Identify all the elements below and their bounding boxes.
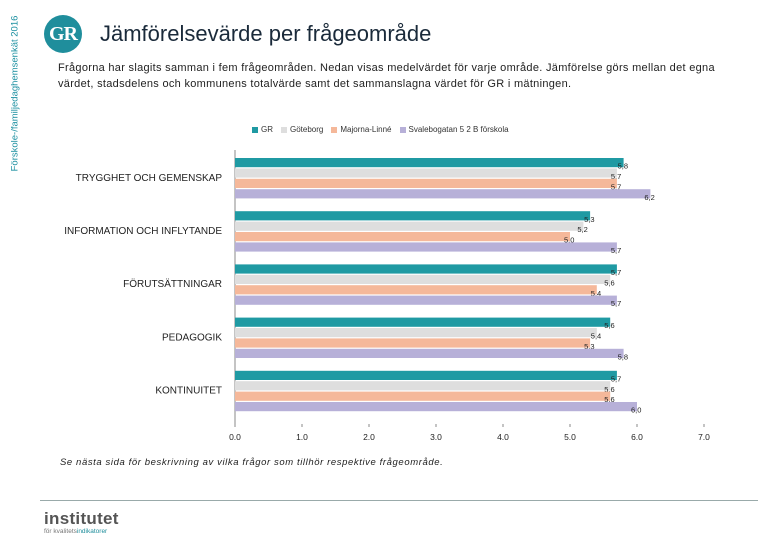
legend-label-gr: GR (261, 125, 273, 134)
bar-gr (235, 264, 617, 274)
data-label-majorna: 5,0 (564, 236, 574, 245)
bar-gr (235, 158, 624, 168)
bar-gr (235, 211, 591, 221)
data-label-gr: 5,8 (618, 162, 628, 171)
chart-legend: GR Göteborg Majorna-Linné Svalebogatan 5… (252, 125, 517, 134)
intro-text: Frågorna har slagits samman i fem frågeo… (58, 62, 715, 90)
category-label: PEDAGOGIK (162, 332, 222, 343)
x-tick-label: 6,0 (631, 432, 643, 440)
bar-goteborg (235, 221, 584, 231)
page-title: Jämförelsevärde per frågeområde (100, 21, 432, 46)
bar-svalebo (235, 295, 617, 305)
logo-text: GR (49, 23, 78, 45)
brand-subtitle: för kvalitetsindikatorer (44, 528, 107, 535)
bar-goteborg (235, 381, 611, 391)
legend-swatch-majorna (331, 126, 338, 133)
data-label-svalebo: 6,2 (644, 193, 654, 202)
legend-item-majorna: Majorna-Linné (331, 125, 392, 134)
brand-logo: institutet (44, 509, 119, 528)
bar-majorna (235, 338, 591, 348)
category-label: KONTINUITET (155, 386, 222, 397)
x-tick-label: 3,0 (430, 432, 442, 440)
bar-majorna (235, 391, 611, 401)
data-label-goteborg: 5,6 (604, 278, 614, 287)
legend-item-goteborg: Göteborg (281, 125, 323, 134)
x-tick-label: 5,0 (564, 432, 576, 440)
legend-label-svalebo: Svalebogatan 5 2 B förskola (408, 125, 509, 134)
bar-svalebo (235, 348, 624, 358)
footer-divider (40, 500, 758, 501)
data-label-goteborg: 5,2 (577, 225, 587, 234)
data-label-gr: 5,3 (584, 215, 594, 224)
bar-gr (235, 317, 611, 327)
bar-majorna (235, 232, 570, 242)
footnote: Se nästa sida för beskrivning av vilka f… (60, 457, 444, 468)
data-label-svalebo: 6,0 (631, 406, 641, 415)
bar-goteborg (235, 328, 597, 338)
legend-swatch-goteborg (281, 126, 287, 133)
x-tick-label: 0,0 (229, 432, 241, 440)
data-label-gr: 5,6 (604, 321, 614, 330)
data-label-majorna: 5,4 (591, 289, 601, 298)
legend-swatch-gr (252, 126, 258, 133)
bar-gr (235, 370, 617, 380)
bar-goteborg (235, 168, 617, 178)
bar-chart: TRYGGHET OCH GEMENSKAP5,85,75,76,2INFORM… (64, 150, 710, 440)
brand-sub-prefix: för kvalitets (44, 528, 77, 535)
data-label-svalebo: 5,8 (618, 352, 628, 361)
data-label-majorna: 5,6 (604, 395, 614, 404)
brand-sub-accent: indikatorer (76, 528, 108, 535)
legend-item-svalebo: Svalebogatan 5 2 B förskola (399, 125, 509, 134)
legend-label-goteborg: Göteborg (290, 125, 324, 134)
legend-item-gr: GR (252, 125, 273, 134)
data-label-majorna: 5,7 (611, 182, 621, 191)
x-tick-label: 1,0 (296, 432, 308, 440)
data-label-gr: 5,7 (611, 374, 621, 383)
bar-majorna (235, 285, 597, 295)
x-tick-label: 4,0 (497, 432, 509, 440)
bar-svalebo (235, 189, 651, 199)
data-label-svalebo: 5,7 (611, 246, 621, 255)
gr-logo: GR (44, 15, 82, 53)
bar-goteborg (235, 274, 611, 284)
data-label-goteborg: 5,6 (604, 385, 614, 394)
bar-svalebo (235, 242, 617, 252)
bar-majorna (235, 178, 617, 188)
data-label-majorna: 5,3 (584, 342, 594, 351)
bar-svalebo (235, 402, 637, 412)
category-label: FÖRUTSÄTTNINGAR (123, 278, 222, 290)
data-label-svalebo: 5,7 (611, 299, 621, 308)
x-tick-label: 2,0 (363, 432, 375, 440)
data-label-goteborg: 5,4 (591, 332, 601, 341)
data-label-gr: 5,7 (611, 268, 621, 277)
category-label: INFORMATION OCH INFLYTANDE (64, 226, 222, 237)
category-label: TRYGGHET OCH GEMENSKAP (76, 173, 223, 184)
legend-label-majorna: Majorna-Linné (340, 125, 392, 134)
data-label-goteborg: 5,7 (611, 172, 621, 181)
x-tick-label: 7,0 (698, 432, 710, 440)
legend-swatch-svalebo (399, 126, 406, 133)
